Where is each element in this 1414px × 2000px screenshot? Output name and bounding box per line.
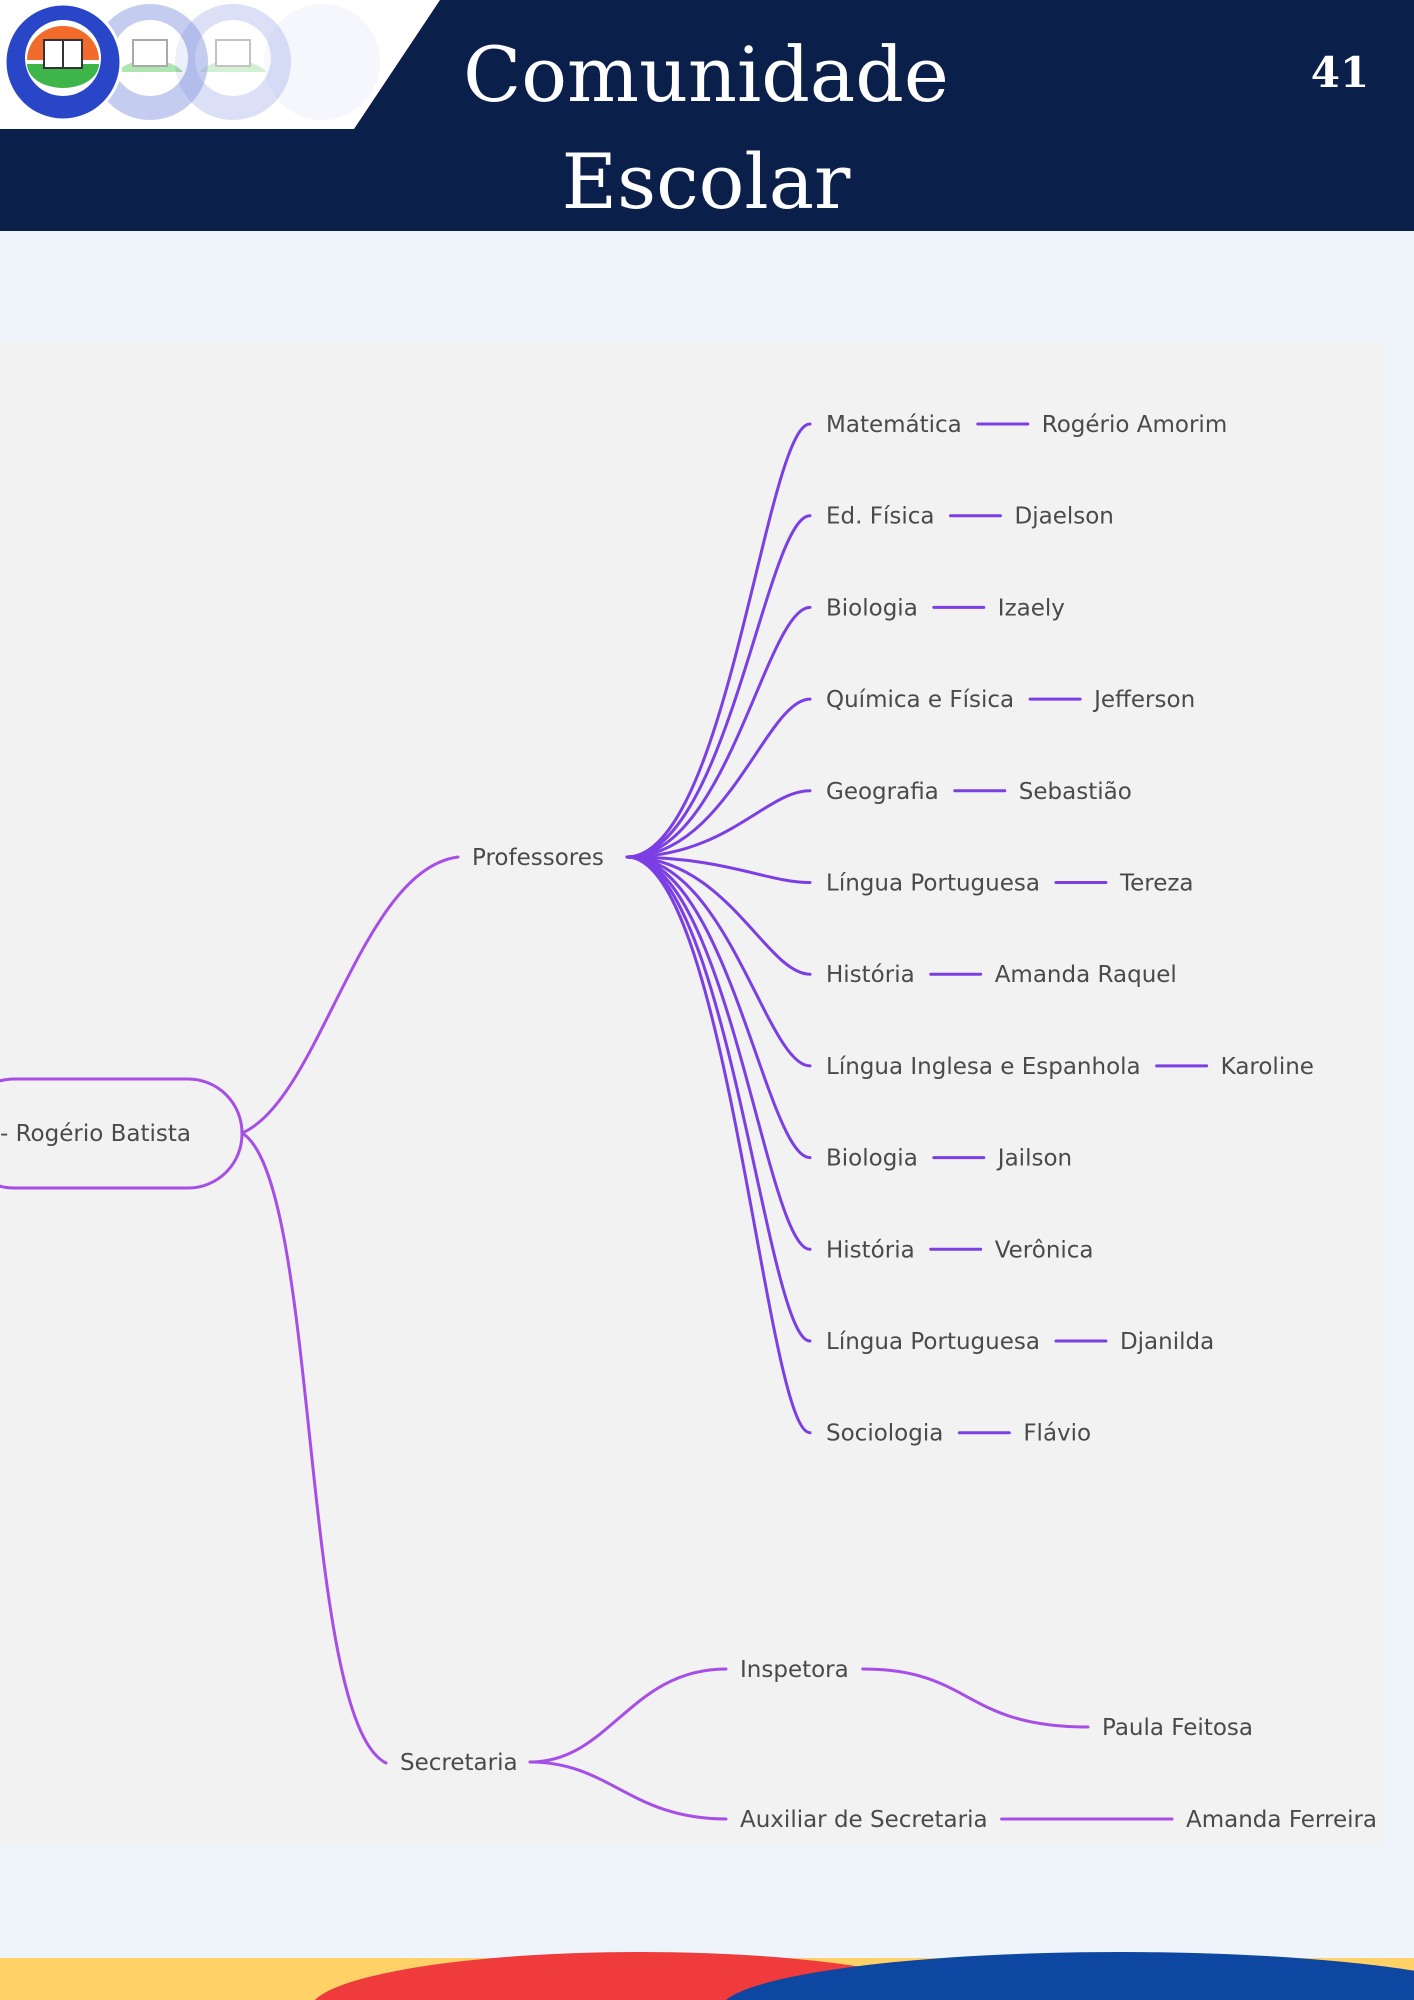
person-label: Paula Feitosa [1102, 1715, 1253, 1741]
link-professores-subject [625, 789, 812, 859]
link-professores-subject [625, 605, 812, 859]
link-professores-subject [625, 855, 812, 1160]
subject-label: História [826, 1237, 915, 1263]
teacher-label: Amanda Raquel [995, 962, 1177, 988]
root-node [0, 1077, 244, 1190]
link-role-person [861, 1667, 1090, 1729]
mindmap-panel [0, 341, 1384, 1845]
subject-label: História [826, 962, 915, 988]
subject-label: Matemática [826, 412, 962, 438]
teacher-label: Verônica [995, 1237, 1094, 1263]
person-label: Amanda Ferreira [1186, 1807, 1377, 1833]
subject-label: Sociologia [826, 1421, 943, 1447]
link-root-secretaria [240, 1131, 388, 1765]
link-professores-subject [625, 422, 812, 859]
mindmap-links [240, 422, 1209, 1821]
school-logo-faded-1 [92, 4, 208, 120]
link-secretaria-role [528, 1667, 728, 1764]
secretaria-node: Secretaria [400, 1750, 518, 1776]
link-professores-subject [625, 855, 812, 1068]
page-title-line-1: Comunidade [463, 30, 949, 119]
link-professores-subject [625, 855, 812, 1251]
link-professores-subject [625, 855, 812, 976]
teacher-label: Jailson [996, 1146, 1072, 1172]
page-title-line-2: Escolar [561, 137, 851, 226]
link-professores-subject [625, 855, 812, 1435]
subject-label: Ed. Física [826, 504, 935, 530]
teacher-label: Jefferson [1092, 687, 1195, 713]
teacher-label: Djaelson [1015, 504, 1114, 530]
school-logo-faded-3 [264, 4, 380, 120]
subject-label: Língua Portuguesa [826, 1329, 1040, 1355]
role-label: Auxiliar de Secretaria [740, 1807, 988, 1833]
secretaria-role-nodes: Inspetora Paula Feitosa Auxiliar de Secret… [740, 1657, 1377, 1833]
teacher-label: Karoline [1221, 1054, 1314, 1080]
link-professores-subject [625, 514, 812, 859]
teacher-label: Djanilda [1120, 1329, 1214, 1355]
root-node-label: - Rogério Batista [0, 1121, 191, 1147]
subject-nodes: Matemática Rogério Amorim Ed. Física Djaels… [826, 412, 1314, 1447]
link-professores-subject [625, 855, 812, 884]
school-logo [3, 2, 123, 122]
teacher-label: Izaely [998, 595, 1065, 621]
teacher-label: Sebastião [1019, 779, 1132, 805]
link-secretaria-role [528, 1760, 728, 1821]
link-professores-subject [625, 855, 812, 1343]
school-logo-faded-2 [175, 4, 291, 120]
subject-label: Biologia [826, 1146, 918, 1172]
page-number: 41 [1310, 48, 1370, 97]
teacher-label: Flávio [1023, 1421, 1091, 1447]
subject-label: Língua Portuguesa [826, 871, 1040, 897]
logo-panel [0, 0, 440, 129]
link-root-professores [240, 855, 460, 1135]
subject-label: Geografia [826, 779, 939, 805]
footer-decoration [0, 1952, 1414, 2000]
teacher-label: Tereza [1119, 871, 1194, 897]
subject-label: Química e Física [826, 687, 1014, 713]
teacher-label: Rogério Amorim [1042, 412, 1227, 438]
role-label: Inspetora [740, 1657, 849, 1683]
subject-label: Biologia [826, 595, 918, 621]
link-professores-subject [625, 697, 812, 859]
professores-node: Professores [472, 845, 604, 871]
subject-label: Língua Inglesa e Espanhola [826, 1054, 1141, 1080]
